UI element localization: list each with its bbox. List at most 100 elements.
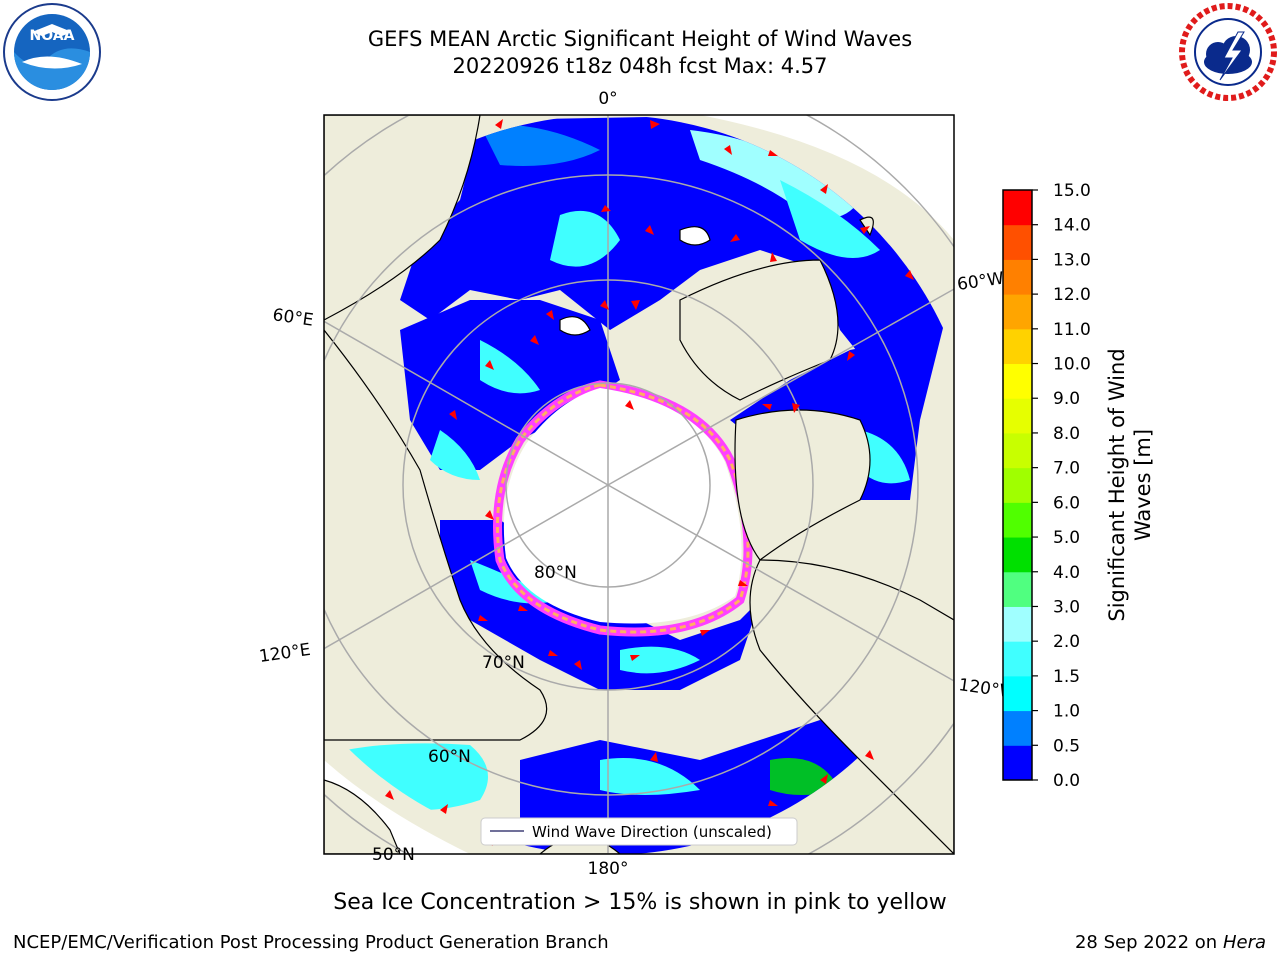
colorbar-segment [1003,467,1032,503]
colorbar-tick-label: 12.0 [1053,285,1091,305]
arrow [600,300,609,310]
arrow [574,660,582,670]
colorbar-segment [1003,224,1032,260]
colorbar-segment [1003,641,1032,677]
arrow [768,150,778,156]
wave-patch [780,180,880,258]
colorbar-segment [1003,537,1032,573]
arrow [546,310,554,320]
colorbar-segment [1003,328,1032,365]
arrow [485,510,494,520]
colorbar-border [1002,189,1033,781]
colorbar-tick-label: 5.0 [1053,528,1080,548]
colorbar-segment [1003,502,1032,538]
arrow [650,752,658,762]
arrow [548,650,558,656]
colorbar-title-line2: Waves [m] [1131,429,1155,541]
arrow [768,800,778,806]
colorbar-segment [1003,190,1032,226]
colorbar-segment [1003,432,1032,469]
colorbar-tick-label: 6.0 [1053,493,1080,513]
arrow [449,410,457,420]
arrow [847,351,855,361]
colorbar-title-line1: Significant Height of Wind [1105,348,1129,621]
iceland [859,216,874,237]
colorbar-segment [1003,398,1032,434]
colorbar-tick-label: 11.0 [1053,320,1091,340]
arrow [865,750,874,760]
lon-label-60w: 60°W [956,269,1005,295]
colorbar-segment [1003,675,1032,712]
lon-label-120e: 120°E [258,640,312,667]
sea-ice-caption: Sea Ice Concentration > 15% is shown in … [333,890,947,915]
map-legend: Wind Wave Direction (unscaled) [480,817,798,846]
wave-patch [600,758,700,795]
lon-label-180: 180° [588,859,629,879]
arrow [630,655,640,661]
arrow [530,335,539,345]
canadian-archipelago [734,409,871,561]
lat-label-50: 50°N [372,845,415,865]
colorbar-tick-label: 7.0 [1053,459,1080,479]
arrow [860,226,870,234]
svg-text:NOAA: NOAA [30,28,75,44]
arrow [650,120,660,129]
arrow [730,234,740,242]
arrow [601,205,611,212]
footer-credit: NCEP/EMC/Verification Post Processing Pr… [13,932,609,953]
wave-field [346,115,950,854]
colorbar-tick-label: 13.0 [1053,250,1091,270]
arrow [645,225,654,235]
wind-arrows [385,119,914,846]
map-frame [323,114,955,855]
arrow [495,119,503,129]
meridian-60e [324,320,609,486]
colorbar-segment [1003,571,1032,607]
noaa-logo: NOAA [3,3,101,101]
colorbar-segment [1003,294,1032,330]
arrow [385,790,394,800]
colorbar-tick-label: 0.5 [1053,736,1080,756]
wave-patch [770,758,840,795]
colorbar-tick-label: 9.0 [1053,389,1080,409]
lat-label-80: 80°N [534,563,577,583]
wave-patch [480,340,540,394]
colorbar-tick-label: 2.0 [1053,632,1080,652]
colorbar-tick-label: 14.0 [1053,216,1091,236]
siberia [324,329,548,741]
colorbar-tick-label: 8.0 [1053,424,1080,444]
lon-label-0: 0° [598,89,617,109]
greenland [679,259,839,401]
meridian-120e [324,484,609,650]
arrow [625,400,634,410]
arrow [518,605,528,611]
colorbar: 0.0 0.5 1.0 1.5 2.0 3.0 4.0 5.0 6.0 7.0 8.0 9.0 10.0… [1002,181,1091,791]
legend-box [480,817,798,846]
lon-label-60e: 60°E [271,305,314,330]
legend-label: Wind Wave Direction (unscaled) [532,823,772,841]
colorbar-tick-label: 0.0 [1053,771,1080,791]
wave-patch [620,646,700,674]
wave-patch [480,124,600,166]
footer-host: Hera [1222,932,1266,953]
wave-patch [430,430,480,480]
graticule [324,115,954,854]
arrow [724,145,732,155]
nws-logo [1179,3,1277,101]
svalbard-ice [679,226,711,246]
arrow [792,403,800,413]
footer-date-text: 28 Sep 2022 on [1074,932,1218,953]
arrow [905,270,914,280]
arrow [440,804,448,814]
arrow [478,615,488,621]
central-ice-pack [503,388,742,624]
kamchatka [324,779,401,854]
meridian-60w [607,288,954,486]
arrow [485,360,494,370]
map-content [324,115,954,854]
arrow [820,774,828,784]
lat-label-70: 70°N [482,653,525,673]
wave-patch [550,210,620,267]
arrow [762,404,772,410]
colorbar-tick-label: 10.0 [1053,355,1091,375]
